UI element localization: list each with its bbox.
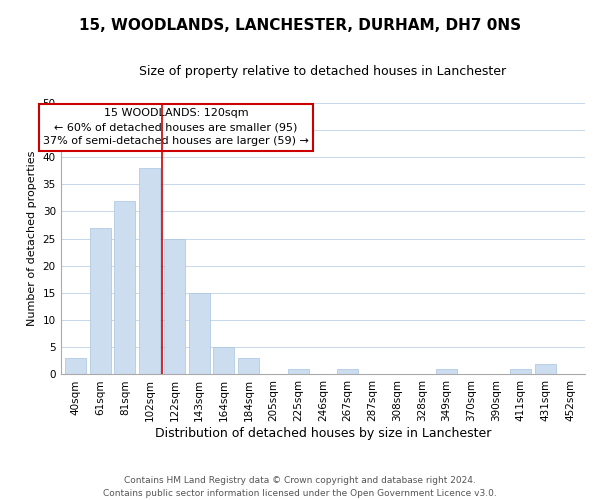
- Bar: [65, 358, 86, 374]
- Bar: [535, 364, 556, 374]
- Bar: [90, 228, 111, 374]
- X-axis label: Distribution of detached houses by size in Lanchester: Distribution of detached houses by size …: [155, 427, 491, 440]
- Bar: [287, 369, 308, 374]
- Bar: [510, 369, 531, 374]
- Text: Contains HM Land Registry data © Crown copyright and database right 2024.
Contai: Contains HM Land Registry data © Crown c…: [103, 476, 497, 498]
- Bar: [164, 238, 185, 374]
- Bar: [214, 348, 235, 374]
- Bar: [337, 369, 358, 374]
- Bar: [238, 358, 259, 374]
- Bar: [188, 293, 209, 374]
- Bar: [115, 200, 136, 374]
- Bar: [436, 369, 457, 374]
- Text: 15 WOODLANDS: 120sqm
← 60% of detached houses are smaller (95)
37% of semi-detac: 15 WOODLANDS: 120sqm ← 60% of detached h…: [43, 108, 309, 146]
- Bar: [139, 168, 160, 374]
- Y-axis label: Number of detached properties: Number of detached properties: [27, 151, 37, 326]
- Title: Size of property relative to detached houses in Lanchester: Size of property relative to detached ho…: [139, 65, 506, 78]
- Text: 15, WOODLANDS, LANCHESTER, DURHAM, DH7 0NS: 15, WOODLANDS, LANCHESTER, DURHAM, DH7 0…: [79, 18, 521, 32]
